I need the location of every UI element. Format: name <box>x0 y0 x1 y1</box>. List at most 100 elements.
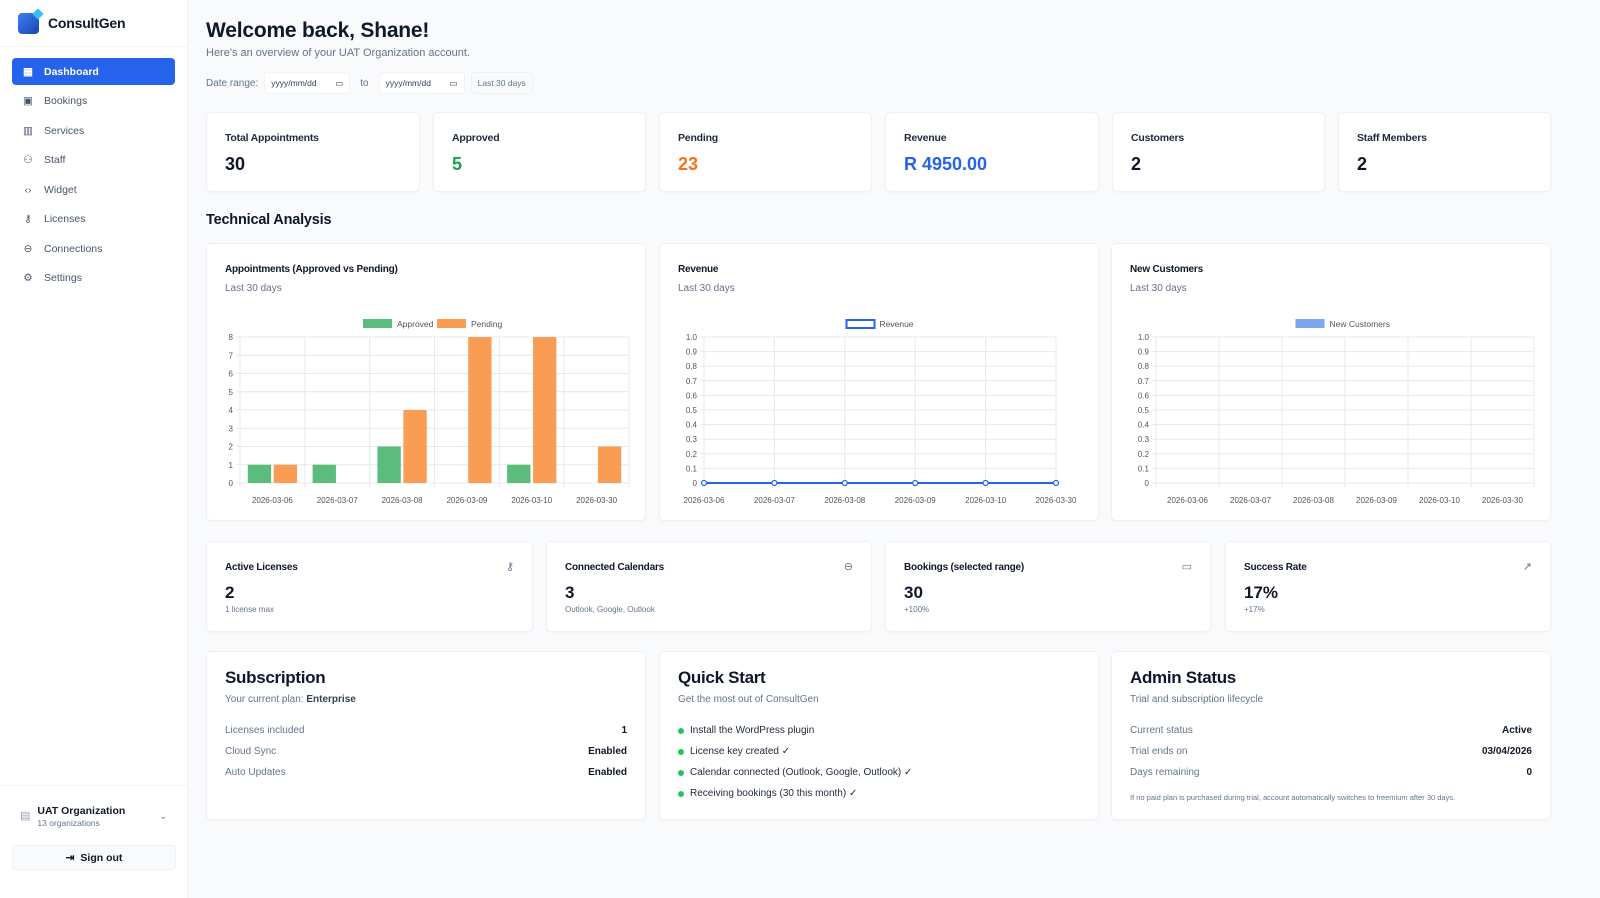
org-switcher[interactable]: ▤ UAT Organization 13 organizations ⌄ <box>0 785 187 828</box>
row-value: 03/04/2026 <box>1481 746 1532 757</box>
bar <box>273 464 298 483</box>
y-tick-label: 0.1 <box>686 464 698 473</box>
new-customers-chart: New Customers 0 0.1 0.2 0.3 0.4 0.5 0.6 0.7 0.8 0.… <box>1138 319 1535 505</box>
metric-value: 3 <box>565 583 575 602</box>
sidebar-nav: ▦ Dashboard ▣ Bookings ▥ Services ⚇ Staff ‹›… <box>0 47 187 292</box>
y-tick-label: 0 <box>1145 479 1150 488</box>
x-tick-label: 2026-03-30 <box>576 496 617 505</box>
plan-label: Your current plan: <box>225 694 307 705</box>
sign-out-button[interactable]: ⇥ Sign out <box>12 845 176 870</box>
admin-row: Current status Active <box>1130 725 1532 746</box>
x-tick-label: 2026-03-07 <box>754 496 795 505</box>
x-tick-label: 2026-03-07 <box>317 496 358 505</box>
check-dot-icon <box>678 770 684 776</box>
row-label: Days remaining <box>1130 767 1200 778</box>
x-tick-label: 2026-03-09 <box>895 496 936 505</box>
chart-title: Revenue <box>678 264 719 275</box>
row-label: Current status <box>1130 725 1193 736</box>
admin-status-title: Admin Status <box>1130 668 1236 687</box>
y-tick-label: 0.4 <box>686 421 698 430</box>
subscription-row: Licenses included 1 <box>225 725 627 746</box>
x-tick-label: 2026-03-06 <box>684 496 725 505</box>
subscription-title: Subscription <box>225 668 326 687</box>
sidebar-item-connections[interactable]: ⊖ Connections <box>12 235 175 262</box>
logo[interactable]: ConsultGen <box>0 0 187 47</box>
quick-start-item: Calendar connected (Outlook, Google, Out… <box>678 767 912 788</box>
stat-value: 23 <box>678 154 699 174</box>
metric-note: +17% <box>1244 605 1265 614</box>
y-tick-label: 0.9 <box>1138 348 1150 357</box>
grid-icon: ▦ <box>23 65 33 78</box>
sidebar: ConsultGen ▦ Dashboard ▣ Bookings ▥ Service… <box>0 0 188 898</box>
last-30-days-button[interactable]: Last 30 days <box>470 72 533 94</box>
item-label: License key created ✓ <box>690 746 791 757</box>
y-tick-label: 0.7 <box>686 377 698 386</box>
sidebar-item-staff[interactable]: ⚇ Staff <box>12 147 175 174</box>
sidebar-item-services[interactable]: ▥ Services <box>12 117 175 144</box>
legend-label: Pending <box>471 319 502 329</box>
sidebar-item-label: Staff <box>44 154 66 166</box>
x-tick-label: 2026-03-10 <box>965 496 1006 505</box>
metric-card-active-licenses: Active Licenses ⚷ 2 1 license max <box>206 541 533 632</box>
y-tick-label: 0.2 <box>1138 450 1150 459</box>
chart-subtitle: Last 30 days <box>225 283 282 294</box>
revenue-chart: Revenue 0 0.1 0.2 0.3 0.4 0.5 0.6 0.7 0.8 0.9 1.0 20… <box>684 319 1077 505</box>
y-tick-label: 0.4 <box>1138 421 1150 430</box>
stat-label: Pending <box>678 132 719 144</box>
calendar-check-icon: ▣ <box>23 95 33 107</box>
stat-value: 2 <box>1131 154 1142 174</box>
sidebar-item-label: Licenses <box>44 213 86 225</box>
sidebar-item-settings[interactable]: ⚙ Settings <box>12 265 175 292</box>
stat-value: 2 <box>1357 154 1368 174</box>
date-to-label: to <box>360 77 369 89</box>
key-icon: ⚷ <box>24 213 32 225</box>
bar <box>533 337 557 483</box>
legend-label: Revenue <box>880 319 914 329</box>
x-tick-label: 2026-03-06 <box>252 496 293 505</box>
x-tick-label: 2026-03-09 <box>1356 496 1397 505</box>
metric-note: 1 license max <box>225 605 274 614</box>
sidebar-item-licenses[interactable]: ⚷ Licenses <box>12 206 175 233</box>
admin-row: Days remaining 0 <box>1130 767 1532 788</box>
x-tick-label: 2026-03-08 <box>1293 496 1334 505</box>
admin-status-subtitle: Trial and subscription lifecycle <box>1130 694 1264 705</box>
metric-note: +100% <box>904 605 930 614</box>
sidebar-item-dashboard[interactable]: ▦ Dashboard <box>12 58 175 85</box>
sidebar-item-bookings[interactable]: ▣ Bookings <box>12 88 175 115</box>
item-label: Calendar connected (Outlook, Google, Out… <box>690 767 913 778</box>
admin-note: If no paid plan is purchased during tria… <box>1130 793 1456 802</box>
metric-value: 17% <box>1244 583 1279 602</box>
code-icon: ‹› <box>24 183 32 196</box>
y-tick-label: 0.3 <box>1138 435 1150 444</box>
stat-card-total-appointments: Total Appointments 30 <box>206 112 420 192</box>
y-tick-label: 2 <box>229 443 234 452</box>
y-tick-label: 1.0 <box>686 333 698 342</box>
metric-label: Bookings (selected range) <box>904 562 1025 573</box>
quick-start-card: Quick Start Get the most out of ConsultG… <box>659 651 1099 820</box>
bar <box>403 410 427 483</box>
bar <box>507 464 531 483</box>
row-value: Enabled <box>588 746 627 757</box>
quick-start-title: Quick Start <box>678 668 766 687</box>
data-point <box>841 479 848 487</box>
chart-title: New Customers <box>1130 264 1203 275</box>
y-tick-label: 0.7 <box>1138 377 1150 386</box>
date-from-input[interactable]: yyyy/mm/dd ▭ <box>264 72 351 94</box>
row-label: Cloud Sync <box>225 746 277 757</box>
y-tick-label: 0.3 <box>686 435 698 444</box>
date-from-placeholder: yyyy/mm/dd <box>271 78 317 88</box>
row-label: Auto Updates <box>225 767 286 778</box>
metric-value: 30 <box>904 583 923 602</box>
date-to-input[interactable]: yyyy/mm/dd ▭ <box>378 72 465 94</box>
quick-start-subtitle: Get the most out of ConsultGen <box>678 694 819 705</box>
bar <box>247 464 272 483</box>
bar <box>377 446 401 483</box>
check-dot-icon <box>678 728 684 734</box>
sign-out-label: Sign out <box>80 851 123 864</box>
legend-swatch <box>1295 319 1325 328</box>
sidebar-item-label: Settings <box>44 272 82 284</box>
x-tick-label: 2026-03-10 <box>1419 496 1460 505</box>
sidebar-item-widget[interactable]: ‹› Widget <box>12 176 175 203</box>
y-tick-label: 5 <box>229 388 234 397</box>
x-tick-label: 2026-03-10 <box>511 496 552 505</box>
